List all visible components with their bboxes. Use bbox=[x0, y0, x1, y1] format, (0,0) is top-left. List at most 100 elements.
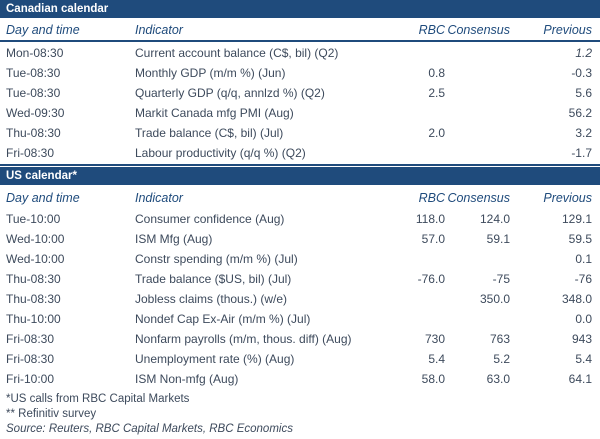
row-day-and-time: Fri-10:00 bbox=[6, 372, 55, 386]
row-consensus-value: 763 bbox=[489, 332, 510, 346]
calendar-row: Tue-08:30 Monthly GDP (m/m %) (Jun) 0.8 … bbox=[0, 63, 600, 83]
section-header-bar: Canadian calendar bbox=[0, 0, 600, 18]
row-consensus-value: 63.0 bbox=[486, 372, 510, 386]
row-day-and-time: Wed-10:00 bbox=[6, 232, 65, 246]
calendar-row: Fri-08:30 Nonfarm payrolls (m/m, thous. … bbox=[0, 329, 600, 349]
row-rbc-value: -76.0 bbox=[417, 272, 445, 286]
row-day-and-time: Thu-08:30 bbox=[6, 272, 61, 286]
row-rbc-value: 2.5 bbox=[428, 86, 445, 100]
row-day-and-time: Tue-08:30 bbox=[6, 86, 61, 100]
column-header-indicator: Indicator bbox=[135, 22, 183, 37]
row-rbc-value: 2.0 bbox=[428, 126, 445, 140]
header-divider-rule bbox=[0, 40, 600, 42]
row-previous-value: 0.1 bbox=[575, 252, 592, 266]
row-indicator: Constr spending (m/m %) (Jul) bbox=[135, 252, 298, 266]
row-indicator: Unemployment rate (%) (Aug) bbox=[135, 352, 295, 366]
section-rows: Mon-08:30 Current account balance (C$, b… bbox=[0, 43, 600, 163]
row-previous-value: -76 bbox=[574, 272, 592, 286]
row-day-and-time: Thu-08:30 bbox=[6, 126, 61, 140]
footnotes: *US calls from RBC Capital Markets ** Ref… bbox=[0, 391, 600, 436]
row-rbc-value: 0.8 bbox=[428, 66, 445, 80]
row-consensus-value: 350.0 bbox=[479, 292, 510, 306]
column-header-consensus: Consensus bbox=[447, 191, 510, 205]
row-previous-value: 0.0 bbox=[575, 312, 592, 326]
calendar-row: Thu-08:30 Trade balance (C$, bil) (Jul) … bbox=[0, 123, 600, 143]
row-indicator: Jobless claims (thous.) (w/e) bbox=[135, 292, 288, 306]
row-consensus-value: 124.0 bbox=[479, 212, 510, 226]
calendar-section: US calendar* Day and time Indicator RBC … bbox=[0, 167, 600, 389]
calendar-row: Fri-10:00 ISM Non-mfg (Aug) 58.0 63.0 64… bbox=[0, 369, 600, 389]
calendar-section: Canadian calendar Day and time Indicator… bbox=[0, 0, 600, 166]
row-previous-value: 943 bbox=[571, 332, 592, 346]
column-header-consensus: Consensus bbox=[447, 22, 510, 37]
row-previous-value: 3.2 bbox=[575, 126, 592, 140]
footnote-line: Source: Reuters, RBC Capital Markets, RB… bbox=[6, 422, 293, 435]
calendar-row: Thu-10:00 Nondef Cap Ex-Air (m/m %) (Jul… bbox=[0, 309, 600, 329]
row-day-and-time: Wed-09:30 bbox=[6, 106, 65, 120]
calendar-row: Tue-10:00 Consumer confidence (Aug) 118.… bbox=[0, 209, 600, 229]
column-header-day-and-time: Day and time bbox=[6, 191, 80, 205]
row-previous-value: 5.4 bbox=[575, 352, 592, 366]
section-rows: Tue-10:00 Consumer confidence (Aug) 118.… bbox=[0, 209, 600, 389]
row-rbc-value: 730 bbox=[424, 332, 445, 346]
row-rbc-value: 118.0 bbox=[415, 212, 445, 226]
calendar-row: Tue-08:30 Quarterly GDP (q/q, annlzd %) … bbox=[0, 83, 600, 103]
row-indicator: Quarterly GDP (q/q, annlzd %) (Q2) bbox=[135, 86, 325, 100]
row-consensus-value: 59.1 bbox=[486, 232, 510, 246]
column-header-previous: Previous bbox=[543, 22, 592, 37]
calendar-row: Fri-08:30 Unemployment rate (%) (Aug) 5.… bbox=[0, 349, 600, 369]
column-header-previous: Previous bbox=[543, 191, 592, 205]
row-indicator: Monthly GDP (m/m %) (Jun) bbox=[135, 66, 286, 80]
row-previous-value: 1.2 bbox=[575, 46, 592, 60]
row-previous-value: -1.7 bbox=[571, 146, 592, 160]
row-previous-value: 59.5 bbox=[568, 232, 592, 246]
column-header-row: Day and time Indicator RBC Consensus Pre… bbox=[0, 20, 600, 39]
section-title: Canadian calendar bbox=[6, 3, 109, 15]
row-indicator: ISM Mfg (Aug) bbox=[135, 232, 213, 246]
column-header-rbc: RBC bbox=[418, 22, 445, 37]
section-header-bar: US calendar* bbox=[0, 167, 600, 185]
row-previous-value: -0.3 bbox=[571, 66, 592, 80]
row-previous-value: 5.6 bbox=[575, 86, 592, 100]
row-previous-value: 64.1 bbox=[568, 372, 592, 386]
row-indicator: Trade balance ($US, bil) (Jul) bbox=[135, 272, 292, 286]
row-rbc-value: 58.0 bbox=[421, 372, 445, 386]
calendar-row: Thu-08:30 Trade balance ($US, bil) (Jul)… bbox=[0, 269, 600, 289]
row-indicator: Labour productivity (q/q %) (Q2) bbox=[135, 146, 306, 160]
row-previous-value: 56.2 bbox=[568, 106, 592, 120]
row-consensus-value: -75 bbox=[492, 272, 510, 286]
footnote-line: *US calls from RBC Capital Markets bbox=[6, 392, 190, 405]
column-header-indicator: Indicator bbox=[135, 191, 183, 205]
column-header-day-and-time: Day and time bbox=[6, 22, 80, 37]
row-day-and-time: Fri-08:30 bbox=[6, 352, 55, 366]
footnote-line: ** Refinitiv survey bbox=[6, 407, 97, 420]
row-consensus-value: 5.2 bbox=[493, 352, 510, 366]
row-indicator: Markit Canada mfg PMI (Aug) bbox=[135, 106, 294, 120]
row-previous-value: 129.1 bbox=[561, 212, 592, 226]
row-indicator: ISM Non-mfg (Aug) bbox=[135, 372, 239, 386]
row-day-and-time: Thu-08:30 bbox=[6, 292, 61, 306]
row-indicator: Current account balance (C$, bil) (Q2) bbox=[135, 46, 339, 60]
row-previous-value: 348.0 bbox=[561, 292, 592, 306]
row-indicator: Consumer confidence (Aug) bbox=[135, 212, 285, 226]
row-indicator: Trade balance (C$, bil) (Jul) bbox=[135, 126, 284, 140]
row-day-and-time: Wed-10:00 bbox=[6, 252, 65, 266]
column-header-rbc: RBC bbox=[418, 191, 445, 205]
section-bottom-rule bbox=[0, 164, 600, 166]
row-rbc-value: 5.4 bbox=[428, 352, 445, 366]
column-header-row: Day and time Indicator RBC Consensus Pre… bbox=[0, 187, 600, 209]
row-day-and-time: Tue-08:30 bbox=[6, 66, 61, 80]
calendar-row: Mon-08:30 Current account balance (C$, b… bbox=[0, 43, 600, 63]
calendar-row: Wed-09:30 Markit Canada mfg PMI (Aug) 56… bbox=[0, 103, 600, 123]
row-day-and-time: Fri-08:30 bbox=[6, 332, 55, 346]
row-indicator: Nondef Cap Ex-Air (m/m %) (Jul) bbox=[135, 312, 311, 326]
calendar-row: Wed-10:00 ISM Mfg (Aug) 57.0 59.1 59.5 bbox=[0, 229, 600, 249]
row-indicator: Nonfarm payrolls (m/m, thous. diff) (Aug… bbox=[135, 332, 352, 346]
row-rbc-value: 57.0 bbox=[421, 232, 445, 246]
calendar-row: Wed-10:00 Constr spending (m/m %) (Jul) … bbox=[0, 249, 600, 269]
calendar-row: Fri-08:30 Labour productivity (q/q %) (Q… bbox=[0, 143, 600, 163]
section-title: US calendar* bbox=[6, 170, 77, 182]
row-day-and-time: Tue-10:00 bbox=[6, 212, 61, 226]
calendar-row: Thu-08:30 Jobless claims (thous.) (w/e) … bbox=[0, 289, 600, 309]
